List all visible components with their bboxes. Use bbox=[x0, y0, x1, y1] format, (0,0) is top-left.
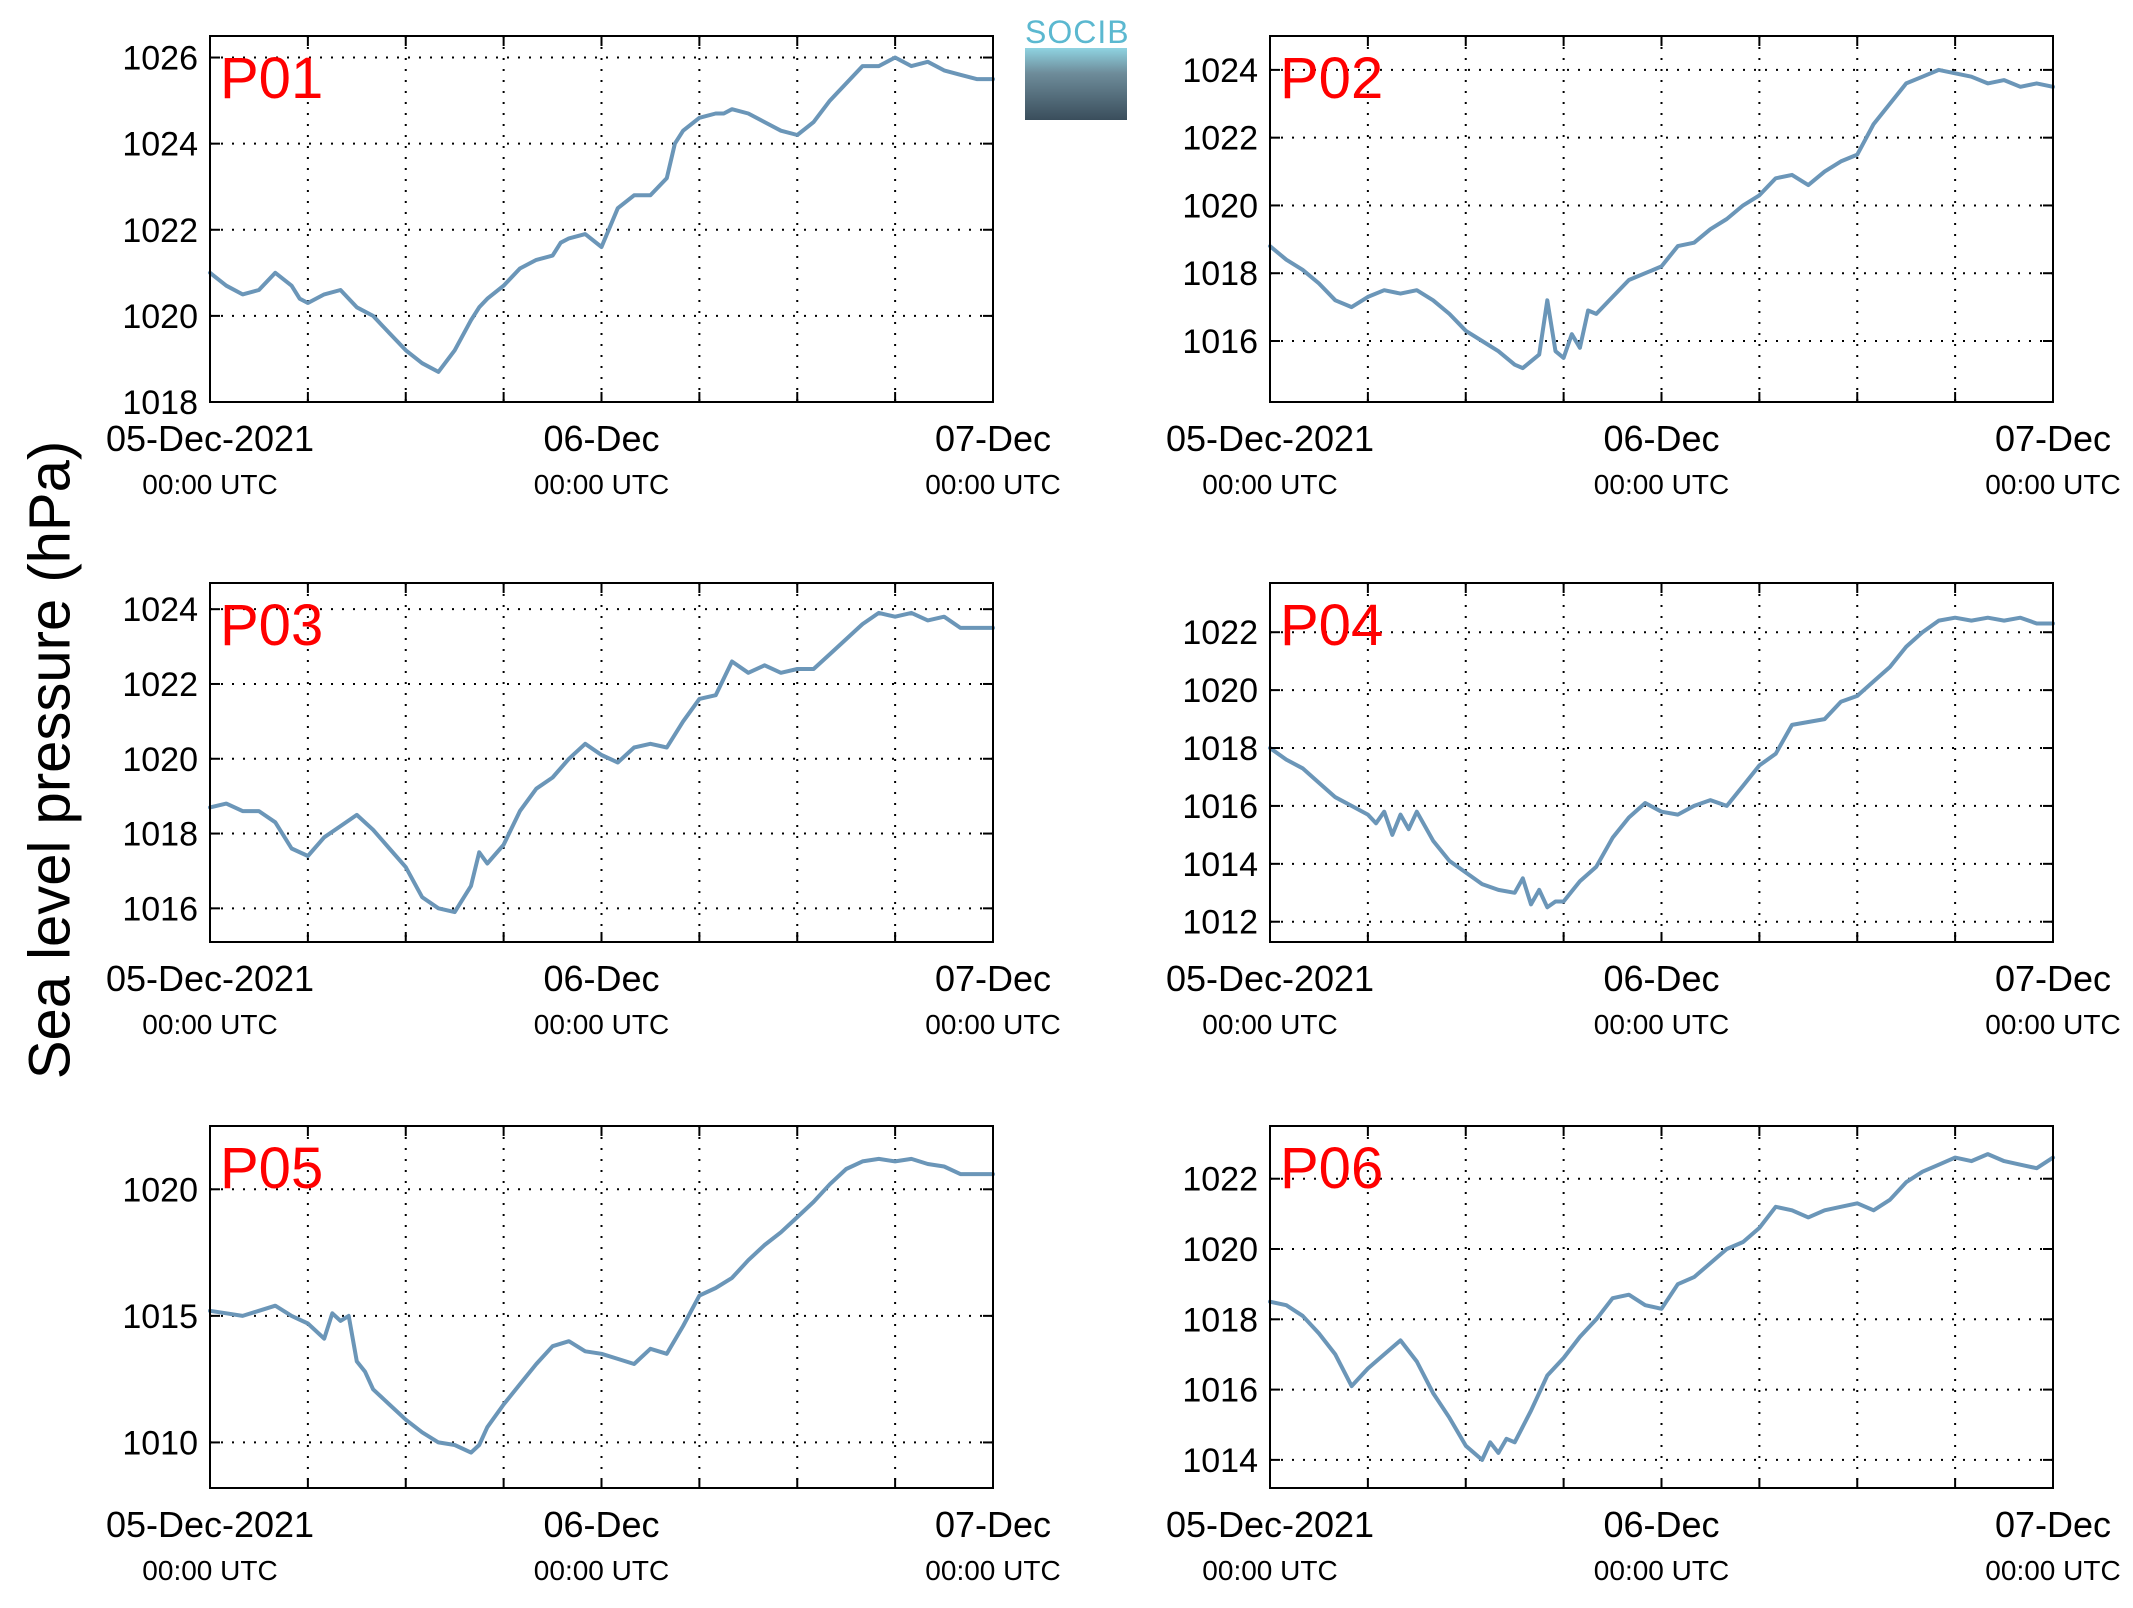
x-tick-label: 06-Dec bbox=[543, 418, 659, 459]
y-tick-label: 1016 bbox=[122, 890, 198, 928]
x-tick-label: 05-Dec-2021 bbox=[106, 1504, 314, 1545]
x-tick-sublabel: 00:00 UTC bbox=[1594, 1555, 1729, 1586]
series-line-p03 bbox=[208, 610, 995, 915]
y-tick-label: 1020 bbox=[122, 1171, 198, 1209]
y-tick-label: 1024 bbox=[122, 126, 198, 164]
y-tick-label: 1022 bbox=[1182, 1161, 1258, 1199]
x-tick-sublabel: 00:00 UTC bbox=[1985, 469, 2120, 500]
y-tick-label: 1018 bbox=[122, 816, 198, 854]
y-tick-label: 1022 bbox=[122, 666, 198, 704]
x-tick-label: 05-Dec-2021 bbox=[106, 418, 314, 459]
y-tick-label: 1016 bbox=[1182, 323, 1258, 361]
series-line-p06 bbox=[1268, 1152, 2055, 1462]
y-tick-label: 1020 bbox=[1182, 1231, 1258, 1269]
y-tick-label: 1014 bbox=[1182, 1442, 1258, 1480]
x-tick-label: 07-Dec bbox=[935, 1504, 1051, 1545]
panel-label: P04 bbox=[1280, 593, 1383, 658]
y-tick-label: 1010 bbox=[122, 1424, 198, 1462]
x-tick-sublabel: 00:00 UTC bbox=[925, 469, 1060, 500]
x-tick-sublabel: 00:00 UTC bbox=[1202, 1555, 1337, 1586]
x-tick-label: 07-Dec bbox=[1995, 958, 2111, 999]
x-tick-label: 07-Dec bbox=[1995, 418, 2111, 459]
series-line-p04 bbox=[1268, 615, 2055, 910]
series-line-p05 bbox=[208, 1156, 995, 1455]
panel-label: P05 bbox=[220, 1136, 323, 1201]
y-tick-label: 1026 bbox=[122, 40, 198, 78]
plot-frame bbox=[209, 582, 994, 943]
chart-panel-p03: 1016 1018 1020 1022 1024 05-Dec-2021 00:00 UTC… bbox=[106, 582, 1061, 1040]
y-tick-label: 1016 bbox=[1182, 788, 1258, 826]
logo-graphic bbox=[1025, 48, 1127, 120]
x-tick-sublabel: 00:00 UTC bbox=[1594, 1009, 1729, 1040]
series-line-p01 bbox=[208, 55, 995, 374]
x-tick-label: 06-Dec bbox=[1603, 958, 1719, 999]
x-tick-sublabel: 00:00 UTC bbox=[925, 1009, 1060, 1040]
plot-frame bbox=[1269, 582, 2054, 943]
y-tick-label: 1018 bbox=[1182, 255, 1258, 293]
x-tick-label: 05-Dec-2021 bbox=[1166, 1504, 1374, 1545]
y-tick-label: 1012 bbox=[1182, 904, 1258, 942]
x-tick-label: 05-Dec-2021 bbox=[1166, 958, 1374, 999]
x-tick-sublabel: 00:00 UTC bbox=[534, 469, 669, 500]
panel-label: P06 bbox=[1280, 1136, 1383, 1201]
panel-label: P02 bbox=[1280, 46, 1383, 111]
x-tick-label: 06-Dec bbox=[1603, 1504, 1719, 1545]
x-tick-sublabel: 00:00 UTC bbox=[1202, 469, 1337, 500]
y-tick-label: 1016 bbox=[1182, 1372, 1258, 1410]
x-tick-sublabel: 00:00 UTC bbox=[925, 1555, 1060, 1586]
x-tick-sublabel: 00:00 UTC bbox=[1985, 1555, 2120, 1586]
plot-frame bbox=[1269, 35, 2054, 403]
chart-panel-p01: 1018 1020 1022 1024 1026 05-Dec-2021 00:00 UTC… bbox=[106, 35, 1061, 500]
socib-logo: SOCIB bbox=[1025, 14, 1130, 120]
chart-panel-p05: 1010 1015 1020 05-Dec-2021 00:00 UTC 06-Dec 00… bbox=[106, 1125, 1061, 1586]
y-tick-label: 1015 bbox=[122, 1298, 198, 1336]
x-tick-sublabel: 00:00 UTC bbox=[142, 469, 277, 500]
x-tick-label: 05-Dec-2021 bbox=[106, 958, 314, 999]
y-tick-label: 1020 bbox=[1182, 187, 1258, 225]
y-tick-label: 1020 bbox=[1182, 672, 1258, 710]
x-tick-label: 06-Dec bbox=[1603, 418, 1719, 459]
chart-panel-p06: 1014 1016 1018 1020 1022 05-Dec-2021 00:00 UTC… bbox=[1166, 1125, 2121, 1586]
y-tick-label: 1014 bbox=[1182, 846, 1258, 884]
panel-label: P03 bbox=[220, 593, 323, 658]
x-tick-label: 06-Dec bbox=[543, 958, 659, 999]
y-tick-label: 1018 bbox=[1182, 730, 1258, 768]
y-tick-label: 1020 bbox=[122, 741, 198, 779]
y-tick-label: 1018 bbox=[122, 384, 198, 422]
x-tick-sublabel: 00:00 UTC bbox=[142, 1009, 277, 1040]
y-tick-label: 1018 bbox=[1182, 1301, 1258, 1339]
y-tick-label: 1024 bbox=[122, 591, 198, 629]
y-tick-label: 1022 bbox=[1182, 120, 1258, 158]
y-tick-label: 1022 bbox=[1182, 614, 1258, 652]
logo-text: SOCIB bbox=[1025, 14, 1130, 50]
x-tick-label: 06-Dec bbox=[543, 1504, 659, 1545]
plot-frame bbox=[209, 35, 994, 403]
x-tick-sublabel: 00:00 UTC bbox=[534, 1009, 669, 1040]
x-tick-sublabel: 00:00 UTC bbox=[1202, 1009, 1337, 1040]
panel-label: P01 bbox=[220, 46, 323, 111]
x-tick-sublabel: 00:00 UTC bbox=[534, 1555, 669, 1586]
x-tick-sublabel: 00:00 UTC bbox=[142, 1555, 277, 1586]
y-tick-label: 1020 bbox=[122, 298, 198, 336]
x-tick-sublabel: 00:00 UTC bbox=[1594, 469, 1729, 500]
x-tick-label: 07-Dec bbox=[935, 958, 1051, 999]
chart-panel-p04: 1012 1014 1016 1018 1020 1022 05-Dec-2021 00:00… bbox=[1166, 582, 2121, 1040]
x-tick-sublabel: 00:00 UTC bbox=[1985, 1009, 2120, 1040]
x-tick-label: 07-Dec bbox=[935, 418, 1051, 459]
y-tick-label: 1024 bbox=[1182, 52, 1258, 90]
x-tick-label: 05-Dec-2021 bbox=[1166, 418, 1374, 459]
series-line-p02 bbox=[1268, 67, 2055, 371]
chart-panel-p02: 1016 1018 1020 1022 1024 05-Dec-2021 00:00 UTC… bbox=[1166, 35, 2121, 500]
x-tick-label: 07-Dec bbox=[1995, 1504, 2111, 1545]
plot-frame bbox=[209, 1125, 994, 1489]
y-tick-label: 1022 bbox=[122, 212, 198, 250]
